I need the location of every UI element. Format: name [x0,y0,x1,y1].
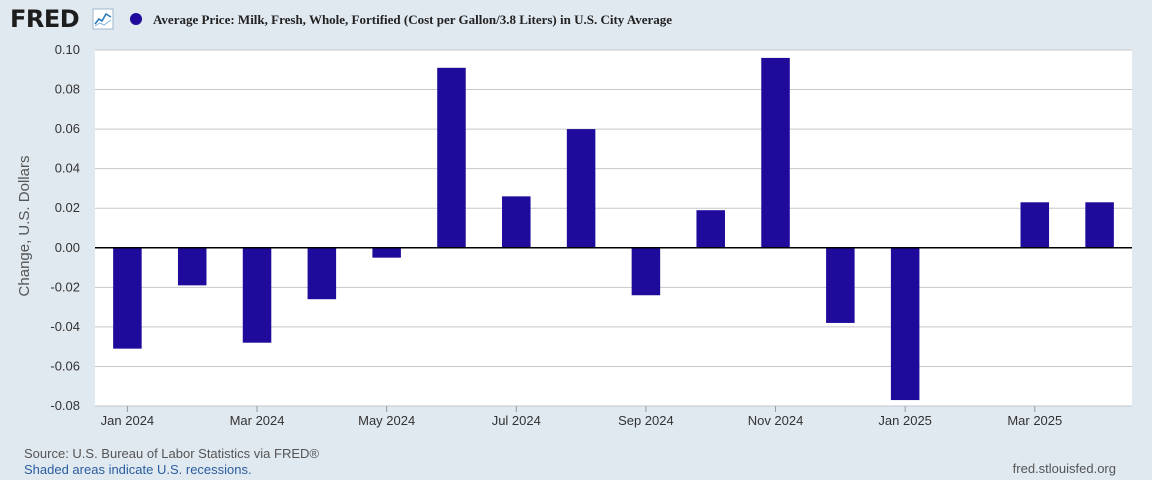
y-tick-label: -0.08 [50,398,80,413]
recession-note[interactable]: Shaded areas indicate U.S. recessions. [24,462,252,477]
y-tick-label: 0.02 [55,200,80,215]
series-title: Average Price: Milk, Fresh, Whole, Forti… [153,12,673,27]
trend-line-icon [92,8,114,30]
source-note: Source: U.S. Bureau of Labor Statistics … [24,446,319,461]
y-tick-label: 0.08 [55,82,80,97]
bar-sep-2024 [631,247,661,296]
x-tick-label: Jan 2025 [878,413,932,428]
footer-notes: Source: U.S. Bureau of Labor Statistics … [24,446,319,478]
y-tick-label: 0.00 [55,240,80,255]
y-tick-label: 0.04 [55,161,80,176]
bar-apr-2024 [307,247,337,300]
bar-mar-2025 [1020,202,1050,248]
bar-oct-2024 [696,210,725,248]
bar-chart: 0.10 0.08 0.06 0.04 0.02 0.00 -0.02 -0.04 -0.06 -… [16,42,1132,428]
bar-jan-2024 [113,247,142,349]
y-tick-label: 0.06 [55,121,80,136]
fred-logo[interactable]: FRED [10,5,80,33]
bar-jan-2025 [890,247,920,401]
x-tick-label: Mar 2024 [230,413,285,428]
x-tick-label: Mar 2025 [1007,413,1062,428]
legend-marker [130,13,142,25]
y-tick-label: -0.04 [50,319,80,334]
bar-jul-2024 [502,196,531,248]
fred-url[interactable]: fred.stlouisfed.org [1012,461,1116,476]
bar-apr-2025 [1085,202,1114,248]
bar-feb-2024 [177,247,207,286]
y-tick-label: -0.06 [50,358,80,373]
x-tick-label: Jan 2024 [101,413,155,428]
x-tick-label: Jul 2024 [492,413,541,428]
bar-may-2024 [372,247,401,258]
bar-mar-2024 [242,247,272,343]
x-tick-label: Nov 2024 [748,413,804,428]
x-tick-label: May 2024 [358,413,415,428]
y-axis-label: Change, U.S. Dollars [16,156,33,297]
bar-nov-2024 [761,57,790,248]
x-tick-label: Sep 2024 [618,413,674,428]
bar-aug-2024 [566,129,596,248]
y-tick-label: 0.10 [55,42,80,57]
bar-dec-2024 [826,247,855,323]
plot-area [95,50,1132,406]
y-tick-label: -0.02 [50,279,80,294]
chart-header: FRED Average Price: Milk, Fresh, Whole, … [0,0,1152,42]
bar-jun-2024 [437,67,466,248]
